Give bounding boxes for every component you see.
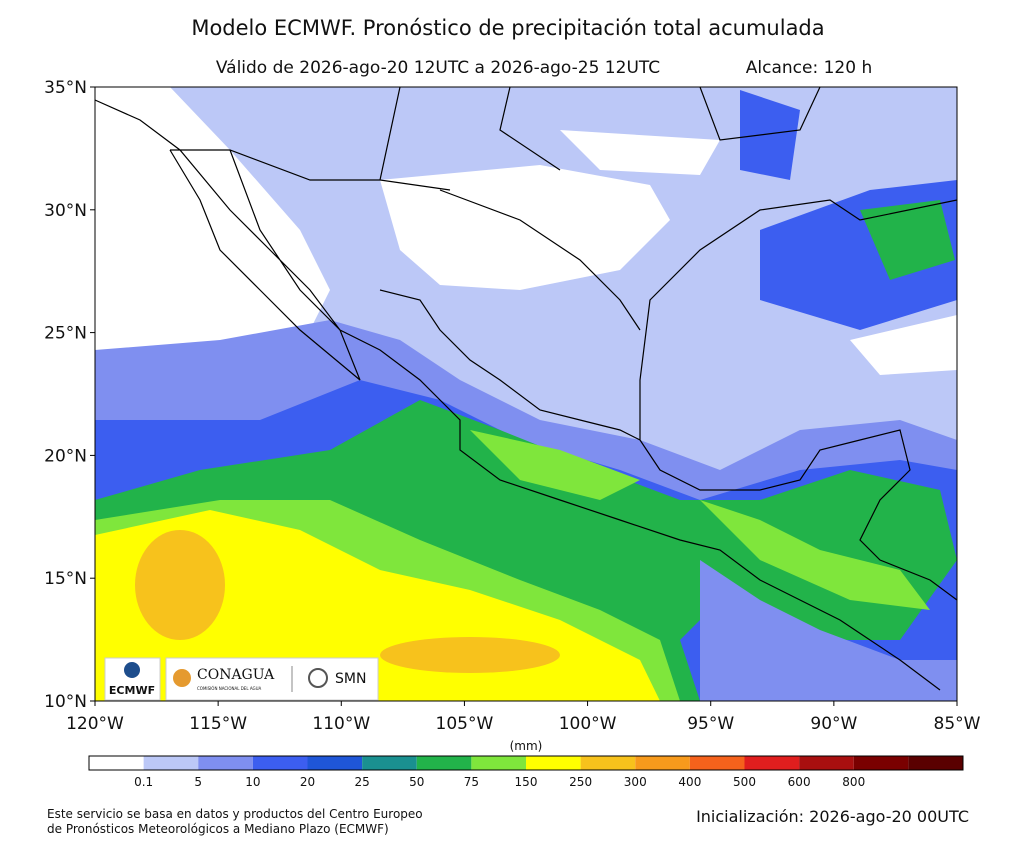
colorbar-label: 5 [194, 775, 202, 789]
colorbar-label: 75 [464, 775, 479, 789]
valid-period: Válido de 2026-ago-20 12UTC a 2026-ago-2… [216, 58, 660, 78]
conagua-label: CONAGUA [197, 667, 275, 683]
lat-label: 20°N [44, 446, 87, 466]
map-frame [94, 86, 958, 702]
colorbar-swatch [362, 756, 417, 770]
colorbar-label: 800 [842, 775, 865, 789]
colorbar-swatch [143, 756, 199, 770]
colorbar-label: 0.1 [134, 775, 153, 789]
lon-label: 85°W [934, 714, 981, 734]
colorbar-label: 20 [300, 775, 315, 789]
colorbar-swatch [471, 756, 526, 770]
lon-label: 95°W [687, 714, 734, 734]
colorbar-swatch [580, 756, 636, 770]
agency-logos [165, 657, 379, 701]
lat-label: 30°N [44, 201, 87, 221]
colorbar-label: 600 [788, 775, 811, 789]
conagua-subtitle: COMISIÓN NACIONAL DEL AGUA [197, 686, 262, 691]
colorbar-swatch [908, 756, 963, 770]
colorbar-label: 500 [733, 775, 756, 789]
colorbar-frame [88, 755, 964, 771]
lat-label: 25°N [44, 324, 87, 344]
lon-label: 90°W [810, 714, 857, 734]
colorbar-label: 50 [409, 775, 424, 789]
colorbar-swatch [689, 756, 745, 770]
colorbar-swatch [89, 756, 144, 770]
colorbar-swatch [526, 756, 581, 770]
colorbar-unit: (mm) [510, 739, 543, 753]
lon-label: 110°W [312, 714, 370, 734]
initialization: Inicialización: 2026-ago-20 00UTC [696, 807, 969, 826]
colorbar-swatch [416, 756, 472, 770]
colorbar-label: 150 [515, 775, 538, 789]
longitude-labels: 120°W 115°W 110°W 105°W 100°W 95°W 90°W 85°W [66, 701, 981, 734]
credit-line-1: Este servicio se basa en datos y product… [47, 807, 423, 821]
ecmwf-label: ECMWF [109, 684, 155, 697]
smn-label: SMN [335, 671, 366, 687]
colorbar-label: 250 [569, 775, 592, 789]
colorbar-label: 300 [624, 775, 647, 789]
colorbar-swatch [307, 756, 363, 770]
lat-label: 35°N [44, 78, 87, 98]
lon-label: 105°W [436, 714, 494, 734]
lon-label: 100°W [559, 714, 617, 734]
precipitation-map [95, 87, 957, 701]
colorbar-swatch [853, 756, 909, 770]
latitude-labels: 35°N 30°N 25°N 20°N 15°N 10°N [44, 78, 95, 712]
lon-label: 115°W [189, 714, 247, 734]
forecast-range: Alcance: 120 h [746, 58, 872, 78]
lat-label: 15°N [44, 569, 87, 589]
colorbar-swatch [198, 756, 253, 770]
colorbar-swatch [799, 756, 854, 770]
colorbar-swatch [635, 756, 690, 770]
logos: ECMWF CONAGUA COMISIÓN NACIONAL DEL AGUA… [104, 657, 379, 701]
colorbar-label: 10 [245, 775, 260, 789]
colorbar: 0.1 5 10 20 25 50 75 150 250 300 400 500 600 800 [88, 755, 964, 789]
colorbar-swatch [744, 756, 800, 770]
colorbar-swatch [252, 756, 308, 770]
colorbar-label: 25 [354, 775, 369, 789]
title: Modelo ECMWF. Pronóstico de precipitació… [191, 16, 824, 40]
credit-line-2: de Pronósticos Meteorológicos a Mediano … [47, 822, 389, 836]
colorbar-label: 400 [678, 775, 701, 789]
lat-label: 10°N [44, 692, 87, 712]
lon-label: 120°W [66, 714, 124, 734]
